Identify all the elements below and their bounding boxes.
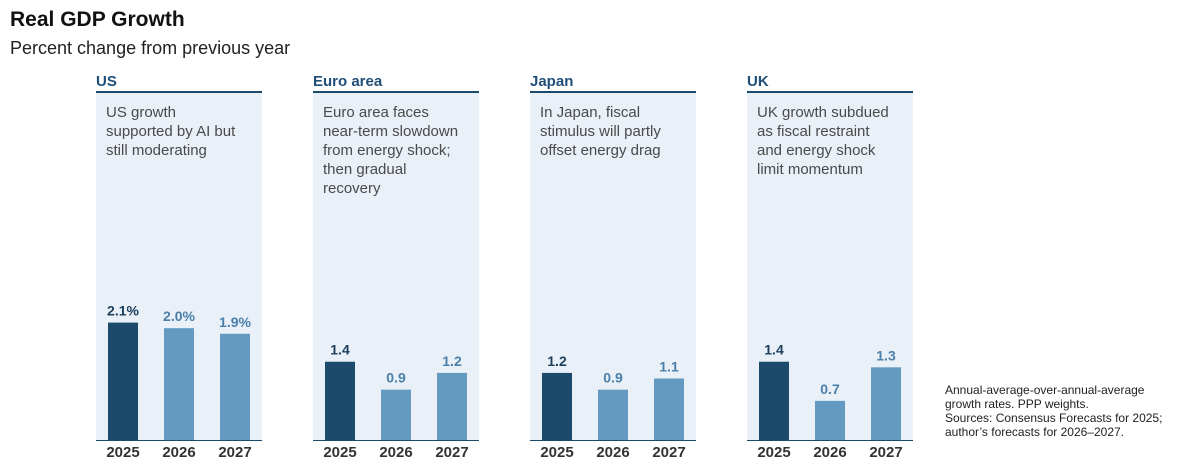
bar-chart: 1.4 2025 0.7 2026 1.3 2027 bbox=[757, 342, 902, 461]
annotation-line: as fiscal restraint bbox=[757, 123, 870, 140]
bar bbox=[759, 361, 789, 440]
chart-panel: US US growth supported by AI but still mode… bbox=[96, 72, 262, 462]
chart-title: Real GDP Growth bbox=[10, 8, 185, 31]
annotation-line: recovery bbox=[323, 180, 381, 197]
annotation-line: then gradual bbox=[323, 161, 407, 178]
annotation-line: Euro area faces bbox=[323, 104, 429, 121]
x-tick-label: 2025 bbox=[757, 444, 790, 461]
data-label: 1.9% bbox=[219, 314, 251, 330]
bar bbox=[325, 361, 355, 440]
data-label: 0.9 bbox=[386, 370, 406, 386]
x-tick-label: 2027 bbox=[869, 444, 902, 461]
x-tick-label: 2027 bbox=[218, 444, 251, 461]
x-tick-label: 2026 bbox=[596, 444, 629, 461]
bar-chart: 1.4 2025 0.9 2026 1.2 2027 bbox=[323, 342, 468, 461]
panel-header: Euro area bbox=[313, 72, 479, 93]
data-label: 1.2 bbox=[442, 353, 462, 369]
x-tick-label: 2026 bbox=[813, 444, 846, 461]
footnote-line: Sources: Consensus Forecasts for 2025; bbox=[945, 411, 1163, 425]
annotation-line: UK growth subdued bbox=[757, 104, 889, 121]
panel-annotation: Euro area faces near-term slowdown from en… bbox=[323, 103, 475, 198]
annotation-line: near-term slowdown bbox=[323, 123, 459, 140]
bar bbox=[437, 372, 467, 440]
data-label: 2.1% bbox=[107, 303, 139, 319]
data-label: 1.1 bbox=[659, 359, 679, 375]
data-label: 2.0% bbox=[163, 308, 195, 324]
chart-footnote: Annual-average-over-annual-average growt… bbox=[945, 383, 1195, 439]
annotation-line: US growth bbox=[106, 104, 177, 121]
data-label: 1.4 bbox=[330, 342, 350, 358]
footnote-line: growth rates. PPP weights. bbox=[945, 397, 1089, 411]
data-label: 0.7 bbox=[820, 381, 840, 397]
panel-annotation: US growth supported by AI but still modera… bbox=[106, 103, 258, 160]
panel-title: Japan bbox=[530, 73, 574, 90]
bar bbox=[815, 400, 845, 440]
panel-annotation: In Japan, fiscal stimulus will partly offs… bbox=[540, 103, 692, 160]
panel-title: UK bbox=[747, 73, 769, 90]
bar bbox=[871, 367, 901, 440]
data-label: 1.3 bbox=[876, 347, 896, 363]
panel-header: US bbox=[96, 72, 262, 93]
bar bbox=[108, 322, 138, 440]
bar bbox=[598, 389, 628, 440]
annotation-line: from energy shock; bbox=[323, 142, 451, 159]
bar-chart: 1.2 2025 0.9 2026 1.1 2027 bbox=[540, 353, 685, 461]
x-tick-label: 2025 bbox=[540, 444, 573, 461]
annotation-line: In Japan, fiscal bbox=[540, 104, 641, 121]
bar bbox=[164, 328, 194, 440]
data-label: 1.2 bbox=[547, 353, 567, 369]
panel-header: Japan bbox=[530, 72, 696, 93]
bar-chart: 2.1% 2025 2.0% 2026 1.9% 2027 bbox=[106, 303, 251, 461]
bar bbox=[381, 389, 411, 440]
panel-title: US bbox=[96, 73, 117, 90]
annotation-line: limit momentum bbox=[757, 161, 863, 178]
x-tick-label: 2025 bbox=[323, 444, 356, 461]
x-tick-label: 2027 bbox=[435, 444, 468, 461]
chart-panel: Japan In Japan, fiscal stimulus will partl… bbox=[530, 72, 696, 462]
panel-header: UK bbox=[747, 72, 913, 93]
x-tick-label: 2027 bbox=[652, 444, 685, 461]
panel-annotation: UK growth subdued as fiscal restraint and … bbox=[757, 103, 909, 179]
x-tick-label: 2026 bbox=[379, 444, 412, 461]
annotation-line: stimulus will partly bbox=[540, 123, 661, 140]
x-axis-line bbox=[313, 440, 479, 441]
annotation-line: supported by AI but bbox=[106, 123, 236, 140]
panel-title: Euro area bbox=[313, 73, 383, 90]
footnote-line: author’s forecasts for 2026–2027. bbox=[945, 425, 1125, 439]
annotation-line: and energy shock bbox=[757, 142, 876, 159]
x-tick-label: 2026 bbox=[162, 444, 195, 461]
annotation-line: offset energy drag bbox=[540, 142, 661, 159]
bar bbox=[220, 333, 250, 440]
data-label: 0.9 bbox=[603, 370, 623, 386]
bar bbox=[654, 378, 684, 440]
x-axis-line bbox=[747, 440, 913, 441]
x-axis-line bbox=[96, 440, 262, 441]
chart-panel: UK UK growth subdued as fiscal restraint an… bbox=[747, 72, 913, 462]
data-label: 1.4 bbox=[764, 342, 784, 358]
chart-panel: Euro area Euro area faces near-term slowdo… bbox=[313, 72, 479, 462]
x-tick-label: 2025 bbox=[106, 444, 139, 461]
x-axis-line bbox=[530, 440, 696, 441]
bar bbox=[542, 372, 572, 440]
annotation-line: still moderating bbox=[106, 142, 207, 159]
chart-subtitle: Percent change from previous year bbox=[10, 38, 291, 58]
footnote-line: Annual-average-over-annual-average bbox=[945, 383, 1145, 397]
